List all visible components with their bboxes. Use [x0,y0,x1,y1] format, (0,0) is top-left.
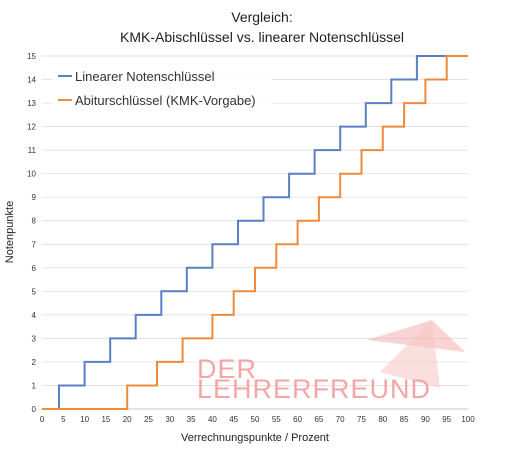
chart-title-line2: KMK-Abischlüssel vs. linearer Notenschlü… [120,29,404,45]
x-tick-label: 80 [378,415,387,424]
legend-label-linear: Linearer Notenschlüssel [75,69,215,84]
x-tick-label: 10 [80,415,89,424]
y-tick-label: 4 [32,311,37,320]
y-tick-label: 6 [32,264,37,273]
x-tick-label: 60 [293,415,302,424]
x-tick-label: 70 [336,415,345,424]
y-tick-label: 11 [28,146,37,155]
y-tick-label: 2 [32,358,37,367]
series-line-0 [42,55,451,410]
y-tick-label: 9 [32,193,37,202]
x-tick-label: 100 [461,415,475,424]
x-tick-label: 65 [314,415,323,424]
series-line-1 [42,55,468,410]
x-tick-label: 30 [165,415,174,424]
x-tick-label: 45 [229,415,238,424]
y-tick-label: 15 [27,52,36,61]
y-tick-label: 7 [32,240,37,249]
x-tick-label: 95 [442,415,451,424]
x-tick-label: 25 [144,415,153,424]
watermark: DER LEHRERFREUND [197,320,465,404]
x-tick-label: 75 [357,415,366,424]
y-tick-label: 12 [27,123,36,132]
x-tick-label: 40 [208,415,217,424]
x-tick-label: 55 [272,415,281,424]
y-tick-label: 8 [32,217,37,226]
y-tick-label: 5 [32,287,37,296]
x-tick-label: 0 [40,415,45,424]
x-tick-label: 35 [187,415,196,424]
y-tick-label: 10 [27,170,36,179]
chart-title-line1: Vergleich: [231,9,292,25]
y-tick-label: 14 [27,76,36,85]
x-tick-label: 20 [123,415,132,424]
watermark-line1: DER [197,354,257,384]
x-tick-label: 5 [61,415,66,424]
legend-label-abitur: Abiturschlüssel (KMK-Vorgabe) [75,93,256,108]
x-tick-label: 85 [400,415,409,424]
y-tick-label: 1 [32,381,37,390]
legend-box [52,66,272,116]
y-tick-label: 13 [27,99,36,108]
x-tick-label: 50 [251,415,260,424]
x-tick-label: 90 [421,415,430,424]
y-axis-title: Notenpunkte [4,201,16,263]
legend: Linearer Notenschlüssel Abiturschlüssel … [52,66,272,116]
y-tick-label: 0 [32,405,37,414]
series-layer [42,55,468,410]
x-tick-label: 15 [101,415,110,424]
y-tick-label: 3 [32,334,37,343]
watermark-line2: LEHRERFREUND [197,374,431,404]
watermark-logo-triangle-small [380,320,440,388]
x-axis-title: Verrechnungspunkte / Prozent [181,432,329,444]
